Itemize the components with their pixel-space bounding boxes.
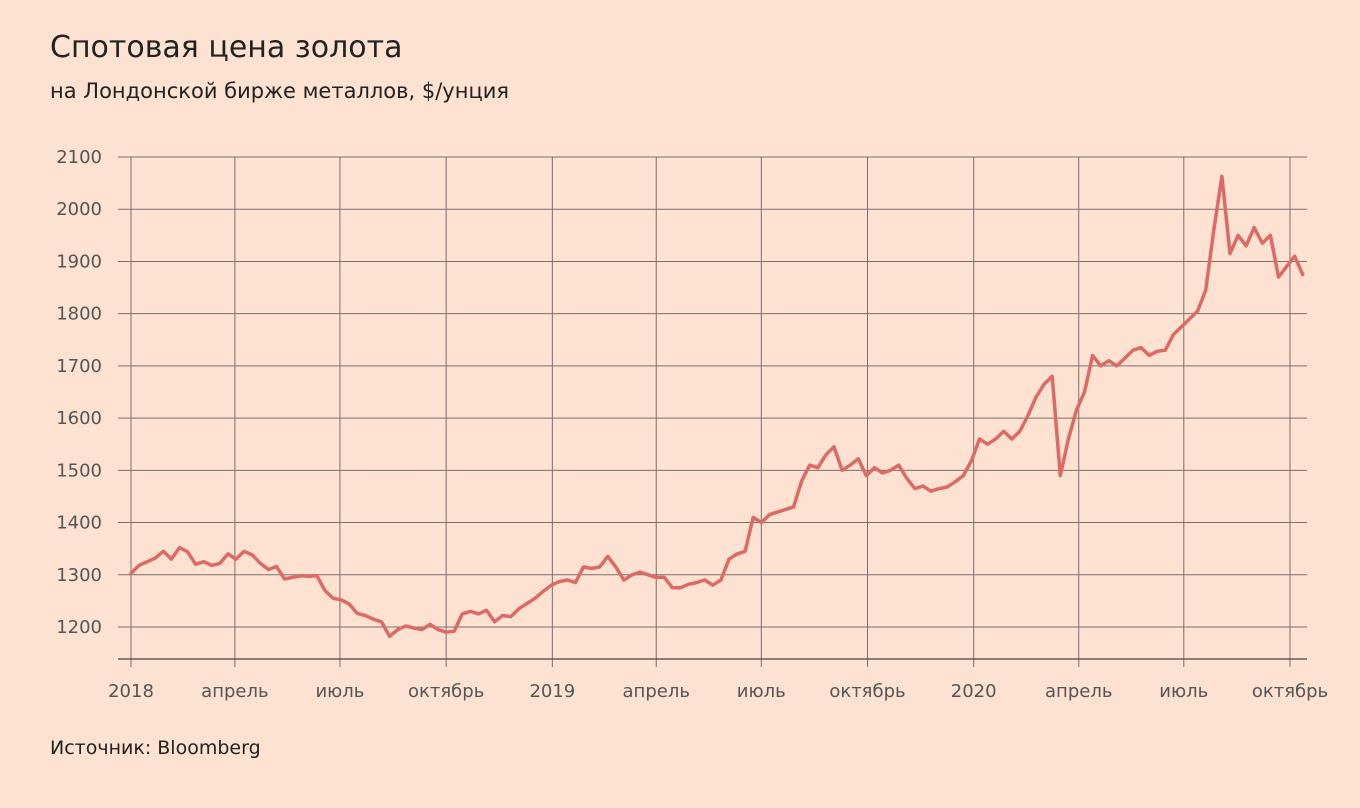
x-tick-label: апрель	[201, 681, 268, 702]
x-tick-label: октябрь	[408, 681, 484, 702]
y-tick-label: 1800	[56, 304, 102, 325]
x-tick-label: октябрь	[829, 681, 905, 702]
y-tick-label: 1500	[56, 460, 102, 481]
y-tick-label: 2000	[56, 199, 102, 220]
y-tick-label: 1900	[56, 251, 102, 272]
y-tick-label: 1600	[56, 408, 102, 429]
y-tick-label: 1700	[56, 356, 102, 377]
axis-layer	[118, 658, 1307, 667]
y-tick-label: 1200	[56, 617, 102, 638]
y-tick-label: 1300	[56, 565, 102, 586]
chart-subtitle: на Лондонской бирже металлов, $/унция	[50, 79, 510, 103]
tick-label-layer: 1200 1300 1400 1500 1600 1700 1800 1900 2000 2100…	[56, 147, 1328, 702]
x-tick-label: 2020	[951, 681, 997, 702]
x-tick-label: июль	[737, 681, 786, 702]
x-tick-label: апрель	[623, 681, 690, 702]
series-layer	[129, 174, 1305, 639]
x-tick-label: 2019	[529, 681, 575, 702]
price-series-line	[129, 174, 1305, 639]
x-tick-label: июль	[1159, 681, 1208, 702]
source-note: Источник: Bloomberg	[50, 737, 261, 759]
x-tick-label: октябрь	[1252, 681, 1328, 702]
x-tick-label: апрель	[1045, 681, 1112, 702]
grid-layer	[118, 156, 1307, 659]
x-tick-label: июль	[315, 681, 364, 702]
y-tick-label: 2100	[56, 147, 102, 168]
x-tick-label: 2018	[108, 681, 154, 702]
chart-title: Спотовая цена золота	[50, 30, 403, 65]
y-tick-label: 1400	[56, 513, 102, 534]
